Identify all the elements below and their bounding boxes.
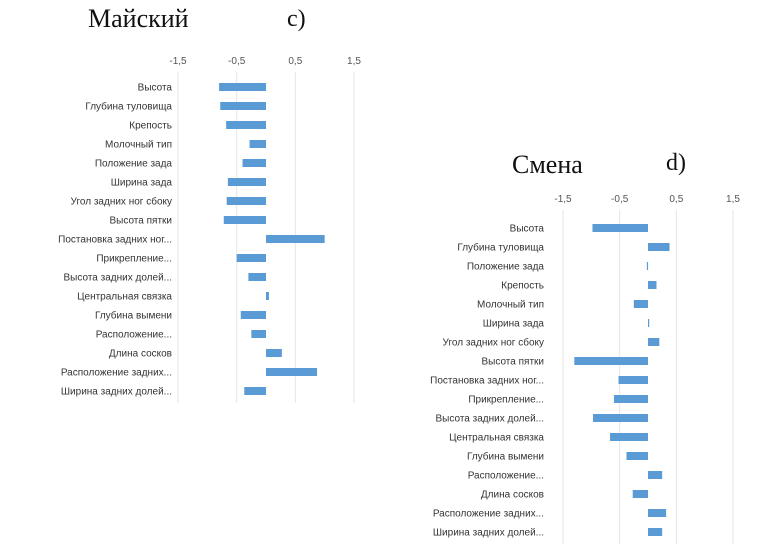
bar-chart-d: -1,5 -0,5 0,5 1,5 Высота Глубина туловища Поло…: [430, 194, 740, 544]
category-label: Молочный тип: [105, 140, 172, 151]
bar: [226, 121, 266, 129]
category-label: Прикрепление...: [96, 254, 172, 265]
bar: [593, 414, 648, 422]
bar: [219, 83, 266, 91]
category-label: Центральная связка: [77, 292, 172, 303]
chart-title: Смена: [512, 150, 583, 179]
bar: [614, 395, 648, 403]
chart-panel-c: Майский c) -1,5 -0,5 0,5 1,5 Высота Глубина т…: [0, 0, 380, 420]
bar: [266, 349, 282, 357]
bar: [626, 452, 648, 460]
bar: [251, 330, 266, 338]
bar: [574, 357, 648, 365]
category-label: Глубина туловища: [85, 101, 172, 113]
category-label: Расположение задних...: [433, 509, 544, 520]
panel-label: c): [287, 6, 306, 32]
x-tick-label: -0,5: [611, 194, 629, 205]
category-label: Высота пятки: [110, 216, 173, 227]
bar: [236, 254, 266, 262]
bar: [646, 262, 649, 270]
bar: [648, 338, 660, 346]
bar: [648, 319, 650, 327]
bar: [266, 235, 325, 243]
x-tick-label: -1,5: [554, 194, 572, 205]
category-label: Угол задних ног сбоку: [71, 196, 172, 208]
bar: [618, 376, 648, 384]
x-tick-label: 1,5: [347, 56, 361, 67]
x-tick-label: 0,5: [669, 194, 683, 205]
category-label: Высота: [138, 83, 173, 94]
category-label: Ширина задних долей...: [433, 528, 544, 539]
category-label: Длина сосков: [109, 349, 172, 360]
bar: [648, 528, 663, 536]
bar: [648, 281, 657, 289]
x-tick-label: 0,5: [288, 56, 302, 67]
bar: [592, 224, 648, 232]
bar: [633, 300, 648, 308]
bar: [242, 159, 266, 167]
category-label: Высота задних долей...: [436, 414, 544, 425]
category-label: Молочный тип: [477, 300, 544, 311]
category-label: Ширина зада: [111, 178, 173, 189]
bar: [266, 368, 318, 376]
category-label: Высота: [510, 224, 545, 235]
category-label: Центральная связка: [449, 433, 544, 444]
bar: [249, 140, 266, 148]
category-label: Глубина туловища: [457, 242, 544, 254]
category-label: Крепость: [129, 121, 172, 132]
category-label: Постановка задних ног...: [430, 376, 544, 387]
category-label: Ширина зада: [483, 319, 545, 330]
bar: [240, 311, 266, 319]
bar-chart-c: -1,5 -0,5 0,5 1,5 Высота Глубина туловища Креп…: [58, 56, 361, 403]
bar: [226, 197, 266, 205]
category-label: Глубина вымени: [467, 451, 544, 463]
category-label: Прикрепление...: [468, 395, 544, 406]
bar: [648, 471, 663, 479]
category-label: Длина сосков: [481, 490, 544, 501]
category-label: Положение зада: [95, 159, 173, 170]
panel-label: d): [666, 150, 686, 176]
bar: [248, 273, 266, 281]
bar: [632, 490, 648, 498]
category-label: Угол задних ног сбоку: [443, 337, 544, 349]
x-tick-label: -0,5: [228, 56, 246, 67]
category-label: Расположение...: [96, 330, 172, 341]
category-label: Ширина задних долей...: [61, 387, 172, 398]
bar: [266, 292, 269, 300]
category-label: Высота задних долей...: [64, 273, 172, 284]
category-label: Высота пятки: [482, 357, 545, 368]
bar: [223, 216, 266, 224]
category-label: Крепость: [501, 281, 544, 292]
chart-panel-d: Смена d) -1,5 -0,5 0,5 1,5 Высота Глубина тул…: [380, 140, 761, 544]
bar: [220, 102, 266, 110]
category-label: Постановка задних ног...: [58, 235, 172, 246]
category-label: Положение зада: [467, 262, 545, 273]
bar: [610, 433, 648, 441]
bar: [648, 243, 670, 251]
bar: [648, 509, 667, 517]
x-tick-label: -1,5: [169, 56, 187, 67]
category-label: Глубина вымени: [95, 310, 172, 322]
category-label: Расположение...: [468, 471, 544, 482]
bar: [244, 387, 266, 395]
x-tick-label: 1,5: [726, 194, 740, 205]
category-label: Расположение задних...: [61, 368, 172, 379]
chart-title: Майский: [88, 4, 189, 33]
bar: [227, 178, 266, 186]
